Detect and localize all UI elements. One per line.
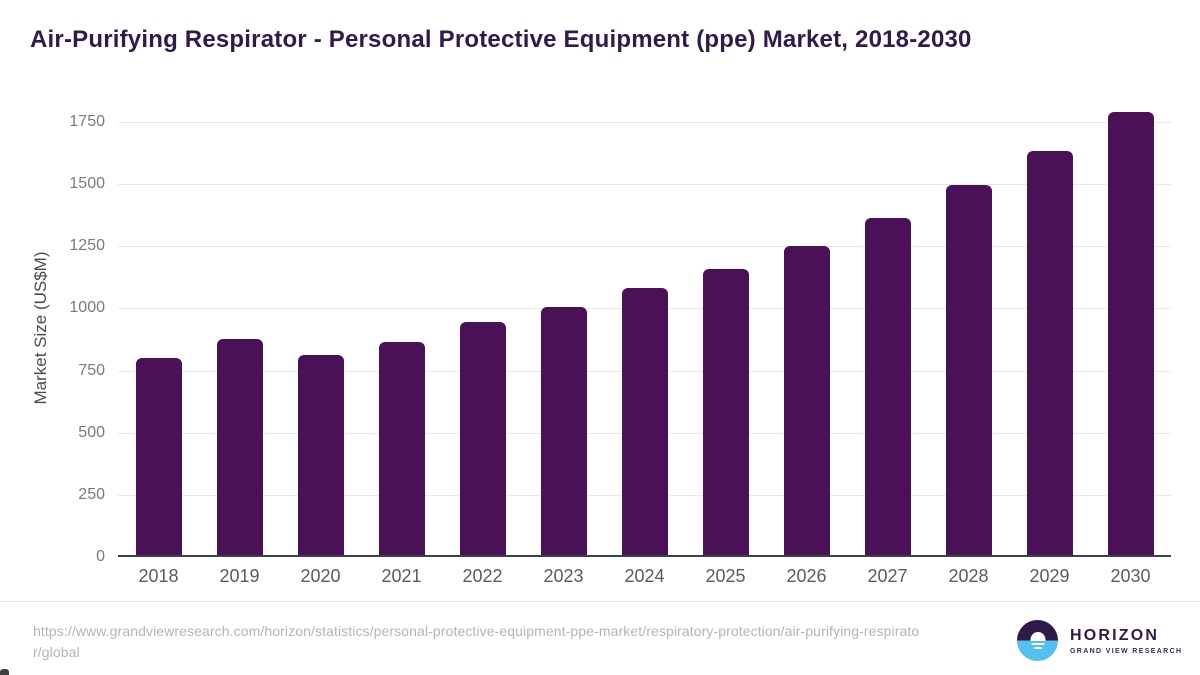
y-tick-label-500: 500 bbox=[78, 423, 105, 441]
y-tick-label-1500: 1500 bbox=[69, 175, 105, 193]
sun-icon bbox=[1030, 632, 1045, 641]
y-tick-label-750: 750 bbox=[78, 361, 105, 379]
y-tick-label-250: 250 bbox=[78, 485, 105, 503]
bar-2020[interactable] bbox=[297, 355, 344, 557]
logo-tagline: GRAND VIEW RESEARCH bbox=[1070, 647, 1183, 655]
bar-2025[interactable] bbox=[702, 268, 749, 557]
footer-separator bbox=[0, 601, 1200, 602]
bar-2026[interactable] bbox=[783, 246, 830, 557]
y-tick-label-1250: 1250 bbox=[69, 237, 105, 255]
bar-2023[interactable] bbox=[540, 307, 587, 557]
bottom-left-artifact bbox=[0, 669, 9, 675]
bar-2030[interactable] bbox=[1107, 111, 1154, 557]
bar-2021[interactable] bbox=[378, 342, 425, 557]
x-tick-label-2025: 2025 bbox=[705, 566, 746, 586]
x-tick-label-2023: 2023 bbox=[543, 566, 584, 586]
y-tick-label-1000: 1000 bbox=[69, 299, 105, 317]
y-axis-title: Market Size (US$M) bbox=[31, 251, 50, 405]
x-tick-label-2020: 2020 bbox=[300, 566, 341, 586]
x-tick-label-2019: 2019 bbox=[219, 566, 260, 586]
y-tick-label-0: 0 bbox=[96, 548, 105, 565]
x-tick-label-2027: 2027 bbox=[867, 566, 908, 586]
chart-title: Air-Purifying Respirator - Personal Prot… bbox=[30, 26, 972, 53]
x-tick-label-2029: 2029 bbox=[1029, 566, 1070, 586]
x-tick-label-2022: 2022 bbox=[462, 566, 503, 586]
y-tick-label-1750: 1750 bbox=[69, 113, 105, 130]
logo-text: HORIZON GRAND VIEW RESEARCH bbox=[1070, 627, 1182, 655]
bar-2024[interactable] bbox=[621, 287, 668, 557]
x-tick-label-2028: 2028 bbox=[948, 566, 989, 586]
bar-2019[interactable] bbox=[216, 339, 263, 557]
x-tick-label-2030: 2030 bbox=[1110, 566, 1151, 586]
bar-2018[interactable] bbox=[135, 358, 182, 557]
gridline-1750 bbox=[118, 122, 1171, 123]
x-tick-label-2026: 2026 bbox=[786, 566, 827, 586]
bar-2027[interactable] bbox=[864, 217, 911, 557]
ripple-icon bbox=[1033, 647, 1042, 650]
source-url-link[interactable]: https://www.grandviewresearch.com/horizo… bbox=[33, 623, 920, 660]
x-tick-label-2024: 2024 bbox=[624, 566, 665, 586]
x-tick-label-2018: 2018 bbox=[138, 566, 179, 586]
horizon-logo-icon bbox=[1017, 620, 1058, 661]
ripple-icon bbox=[1031, 643, 1044, 646]
x-tick-label-2021: 2021 bbox=[381, 566, 422, 586]
bar-2028[interactable] bbox=[945, 185, 992, 557]
bar-2022[interactable] bbox=[459, 322, 506, 557]
gridline-1500 bbox=[118, 184, 1171, 186]
horizon-logo[interactable]: HORIZON GRAND VIEW RESEARCH bbox=[1017, 620, 1182, 661]
bar-2029[interactable] bbox=[1026, 150, 1073, 557]
logo-brand: HORIZON bbox=[1070, 626, 1160, 644]
x-axis-line bbox=[118, 555, 1171, 557]
gridline-1250 bbox=[118, 246, 1171, 248]
